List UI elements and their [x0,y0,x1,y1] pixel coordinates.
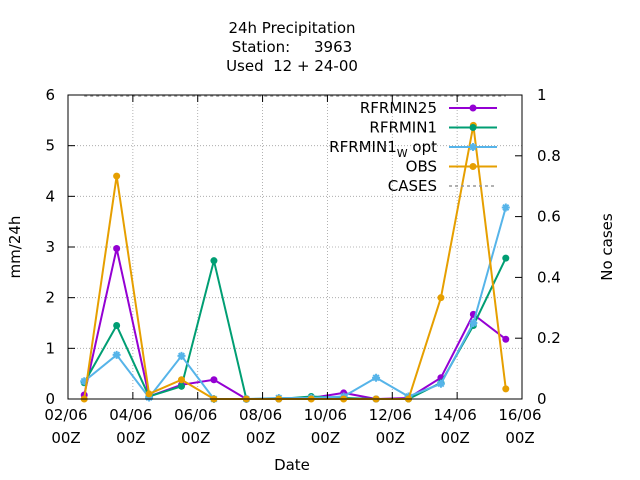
data-point [437,294,445,302]
data-point [469,124,477,131]
legend-label-subscript: W [397,147,408,160]
legend-label: OBS [406,158,437,176]
data-point [179,353,184,359]
data-point [114,352,120,358]
x-tick-label: 08/06 [239,406,282,424]
legend-label-name: OBS [406,158,437,176]
y-tick-label: 1 [45,339,55,357]
data-point [470,144,476,150]
data-point [469,163,477,170]
title-line: Station: 3963 [232,38,352,56]
x-tick-label: 14/06 [434,406,477,424]
series-0 [80,245,510,403]
data-point [113,172,121,180]
y-tick-label: 3 [45,238,55,256]
y-tick-label: 0 [45,390,55,408]
data-point [178,376,185,384]
legend-label-name: CASES [388,177,437,195]
axes: 02/06 00Z 04/06 00Z 06/06 00Z 08/06 00Z 10/06 00Z… [44,86,560,447]
data-point [503,204,509,210]
y2-tick-label: 0.2 [537,329,561,347]
legend-label-suffix: opt [408,138,437,156]
data-point [438,381,444,387]
x-tick-label-hour: 00Z [440,429,469,447]
legend-label: RFRMIN25 [360,99,437,117]
x-axis-label: Date [274,456,310,474]
x-tick-label-hour: 00Z [505,429,534,447]
x-tick-label-hour: 00Z [376,429,405,447]
y2-tick-label: 0.6 [537,208,561,226]
grid [68,95,522,399]
y-tick-label: 5 [45,137,55,155]
legend-label: RFRMIN1 [369,119,437,137]
y2-tick-label: 0 [537,390,547,408]
x-tick-label-hour: 00Z [311,429,340,447]
x-tick-label: 16/06 [498,406,541,424]
data-point [469,104,477,112]
x-tick-label: 02/06 [44,406,87,424]
data-point [145,390,153,398]
x-tick-label-hour: 00Z [181,429,210,447]
data-point [81,378,87,384]
title-line: Used 12 + 24-00 [226,57,358,75]
data-point [113,245,121,253]
y-tick-label: 4 [45,187,55,205]
data-point [502,335,510,343]
data-point [502,385,510,393]
x-tick-label: 06/06 [174,406,217,424]
x-tick-label-hour: 00Z [51,429,80,447]
series-layer [80,95,510,403]
y2-tick-label: 1 [537,86,547,104]
y-axis-label: mm/24h [6,216,24,279]
data-point [502,254,510,262]
x-tick-label-hour: 00Z [246,429,275,447]
x-tick-label: 10/06 [304,406,347,424]
x-tick-label-hour: 00Z [116,429,145,447]
series-3 [80,121,510,403]
x-tick-label: 04/06 [109,406,152,424]
data-point [210,257,218,265]
legend-label-name: RFRMIN25 [360,99,437,117]
legend-label-name: RFRMIN1 [369,119,437,137]
y-tick-label: 6 [45,86,55,104]
y2-tick-label: 0.8 [537,147,561,165]
y2-axis-label: No cases [598,213,616,281]
data-point [373,375,379,381]
legend-label-name: RFRMIN1 [329,138,397,156]
x-tick-label: 12/06 [369,406,412,424]
series-line [83,207,507,400]
y2-tick-label: 0.4 [537,268,561,286]
series-line [83,124,507,400]
title-line: 24h Precipitation [228,19,355,37]
data-point [470,320,476,326]
y-tick-label: 2 [45,289,55,307]
data-point [210,376,218,384]
data-point [113,322,121,330]
legend-label: CASES [388,177,437,195]
data-point [178,382,185,390]
legend-label: RFRMIN1W opt [329,138,437,160]
